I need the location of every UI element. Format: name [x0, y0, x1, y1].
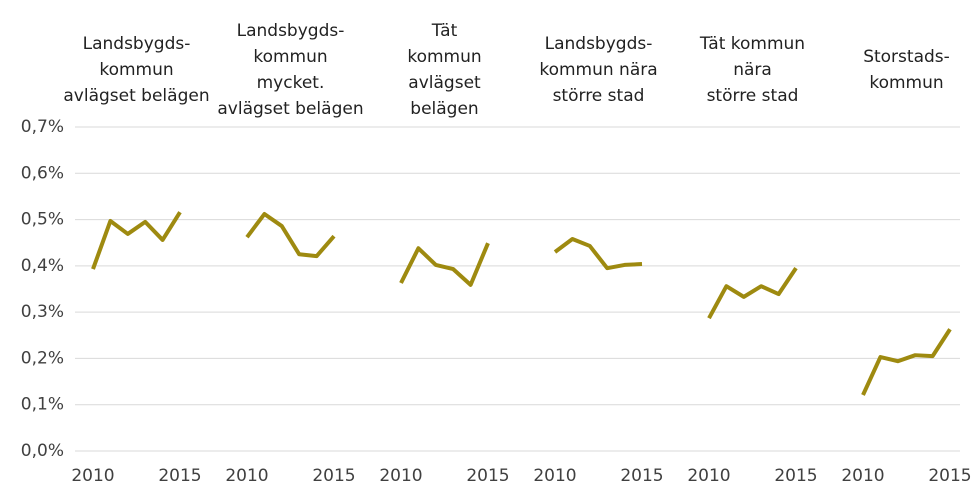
x-tick-label: 2010	[841, 466, 884, 486]
x-tick-label: 2010	[687, 466, 730, 486]
y-tick-label: 0,3%	[21, 302, 64, 322]
y-tick-label: 0,4%	[21, 256, 64, 276]
panel-title: Landsbygds- kommun avlägset belägen	[63, 34, 210, 106]
x-tick-label: 2015	[620, 466, 663, 486]
y-tick-label: 0,6%	[21, 163, 64, 183]
x-tick-label: 2010	[533, 466, 576, 486]
y-tick-label: 0,0%	[21, 441, 64, 461]
panel-title: Landsbygds- kommun mycket. avlägset belä…	[217, 21, 364, 119]
panel-title: Landsbygds- kommun nära större stad	[539, 34, 658, 106]
x-tick-label: 2015	[466, 466, 509, 486]
x-tick-label: 2015	[312, 466, 355, 486]
x-tick-label: 2015	[158, 466, 201, 486]
x-tick-label: 2015	[774, 466, 817, 486]
x-tick-label: 2015	[928, 466, 971, 486]
panel-title: Tät kommun nära större stad	[699, 34, 806, 106]
series-line	[861, 328, 952, 396]
y-tick-label: 0,7%	[21, 117, 64, 137]
series-line	[245, 212, 336, 259]
x-tick-label: 2010	[379, 466, 422, 486]
series-line	[399, 242, 490, 287]
x-tick-label: 2010	[225, 466, 268, 486]
y-tick-label: 0,1%	[21, 395, 64, 415]
panel-title: Tät kommun avlägset belägen	[407, 21, 482, 119]
series-line	[553, 237, 643, 271]
y-tick-label: 0,5%	[21, 210, 64, 230]
y-tick-label: 0,2%	[21, 348, 64, 368]
x-tick-label: 2010	[71, 466, 114, 486]
series-line	[91, 211, 182, 270]
series-line	[707, 267, 798, 320]
panel-title: Storstads- kommun	[863, 47, 950, 93]
